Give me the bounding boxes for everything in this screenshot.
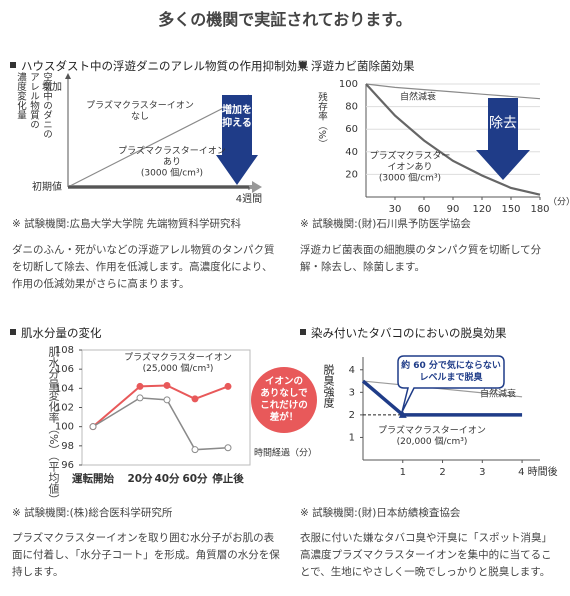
- y-tick-label: 108: [55, 345, 74, 356]
- y-tick-label: 96: [61, 460, 74, 471]
- x-tick-label: 3: [479, 467, 485, 478]
- y-tick-label: 初期値: [32, 180, 62, 193]
- section-heading: 浮遊カビ菌除菌効果: [300, 58, 415, 74]
- source: ※ 試験機関:(財)石川県予防医学協会: [300, 218, 471, 230]
- x-tick-label: 4週間: [236, 193, 262, 205]
- page-title: 多くの機関で実証されております。: [158, 10, 412, 29]
- annotation: 増加を 抑える: [222, 105, 252, 129]
- x-tick-label: 40分: [154, 472, 180, 485]
- x-tick-label: 60: [418, 204, 431, 215]
- marker: [136, 394, 144, 402]
- series-label: プラズマクラスターイオン あり (3000 個/cm³): [118, 146, 226, 179]
- x-tick-label: 90: [447, 204, 460, 215]
- annotation: 約 60 分で気にならない レベルまで脱臭: [401, 361, 501, 383]
- x-tick-label: 停止後: [212, 472, 244, 485]
- marker: [191, 395, 199, 403]
- y-tick-label: 80: [345, 102, 358, 113]
- series-line: [67, 94, 250, 188]
- x-axis-label: 時間経過（分）: [254, 448, 318, 459]
- y-axis-label: 残存率（%）: [316, 92, 327, 149]
- marker: [224, 382, 232, 390]
- y-tick-label: 102: [55, 403, 74, 414]
- x-tick-label: 2: [439, 467, 445, 478]
- series-label: プラズマクラスターイオン (25,000 個/cm³): [124, 353, 232, 374]
- y-tick-label: 4: [349, 365, 355, 376]
- x-tick-label: 180: [530, 204, 549, 215]
- y-tick-label: 40: [345, 147, 358, 158]
- y-tick-label: 98: [61, 441, 74, 452]
- source: ※ 試験機関:(株)総合医科学研究所: [12, 507, 173, 519]
- section-heading: 染み付いたタバコのにおいの脱臭効果: [300, 325, 507, 341]
- series-line: [92, 397, 229, 451]
- series-line: [92, 384, 229, 428]
- source: ※ 試験機関:(財)日本紡績検査協会: [300, 507, 461, 519]
- annotation: イオンの ありなしで これだけの 差が！: [260, 376, 308, 423]
- series-label: 自然減衰: [479, 389, 517, 400]
- y-tick-label: 3: [349, 387, 355, 398]
- x-tick-label: 30: [389, 204, 402, 215]
- section-heading: ハウスダスト中の浮遊ダニのアレル物質の作用抑制効果: [10, 58, 309, 74]
- y-tick-label: 20: [345, 169, 358, 180]
- x-tick-label: 60分: [182, 472, 208, 485]
- callout-arrow: [476, 98, 530, 180]
- series-label: プラズマクラスターイオン (20,000 個/cm³): [378, 426, 486, 447]
- series-label: 自然減衰: [399, 92, 437, 103]
- y-axis-label: 肌水分量変化率（%）（平均値）: [47, 346, 60, 505]
- marker: [136, 382, 144, 390]
- annotation: 除去: [489, 115, 517, 132]
- series-label: プラズマクラスター イオンあり (3000 個/cm³): [369, 151, 451, 184]
- y-tick-label: 100: [55, 422, 74, 433]
- marker: [163, 396, 171, 404]
- series-label: プラズマクラスターイオン なし: [86, 101, 194, 122]
- x-axis-label: （分）: [548, 197, 570, 208]
- marker: [89, 423, 97, 431]
- x-tick-label: 運転開始: [72, 472, 114, 485]
- series-line: [362, 380, 523, 398]
- x-tick-label: 4 時間後: [518, 465, 558, 478]
- marker: [163, 381, 171, 389]
- x-tick-label: 150: [501, 204, 520, 215]
- marker: [224, 444, 232, 452]
- x-tick-label: 20分: [127, 472, 153, 485]
- y-tick-label: 増加: [42, 80, 62, 93]
- y-tick-label: 2: [349, 410, 355, 421]
- y-tick-label: 104: [55, 383, 74, 394]
- section-heading: 肌水分量の変化: [10, 325, 102, 341]
- y-tick-label: 60: [345, 124, 358, 135]
- y-tick-label: 100: [339, 79, 358, 90]
- axis-arrow: [252, 181, 262, 193]
- callout-bubble: [251, 367, 317, 433]
- y-tick-label: 1: [349, 432, 355, 443]
- x-tick-label: 1: [400, 467, 406, 478]
- description: 浮遊カビ菌表面の細胞膜のタンパク質を切断して分解・除去し、除菌します。: [300, 244, 542, 273]
- marker: [398, 410, 407, 418]
- source: ※ 試験機関:広島大学大学院 先端物質科学研究科: [12, 218, 242, 230]
- marker: [191, 446, 199, 454]
- y-tick-label: 106: [55, 364, 74, 375]
- callout-box: [397, 355, 505, 413]
- series-line: [365, 83, 541, 196]
- callout-arrow: [216, 95, 258, 185]
- x-tick-label: 120: [472, 204, 491, 215]
- y-axis-label: 空気中のダニの アレル物質の 濃度変化量: [15, 72, 52, 139]
- description: 衣服に付いた嫌なタバコ臭や汗臭に「スポット消臭」高濃度プラズマクラスターイオンを…: [300, 532, 552, 578]
- axis-arrow: [65, 73, 71, 79]
- series-line: [365, 83, 541, 100]
- description: ダニのふん・死がいなどの浮遊アレル物質のタンパク質を切断して除去、作用を低減しま…: [12, 244, 275, 290]
- y-axis-label: 脱臭強度: [322, 364, 335, 408]
- description: プラズマクラスターイオンを取り囲む水分子がお肌の表面に付着し、「水分子コート」を…: [12, 532, 280, 578]
